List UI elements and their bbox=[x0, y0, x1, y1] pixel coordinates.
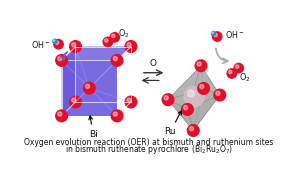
Circle shape bbox=[184, 105, 188, 110]
Circle shape bbox=[162, 93, 175, 106]
Circle shape bbox=[58, 112, 62, 116]
Circle shape bbox=[55, 109, 68, 122]
Circle shape bbox=[86, 84, 90, 88]
Circle shape bbox=[212, 31, 222, 42]
Polygon shape bbox=[168, 66, 204, 100]
Circle shape bbox=[72, 98, 76, 102]
Circle shape bbox=[213, 88, 226, 102]
Circle shape bbox=[226, 68, 237, 79]
Circle shape bbox=[127, 43, 131, 47]
Circle shape bbox=[58, 57, 62, 61]
Circle shape bbox=[55, 41, 59, 44]
Circle shape bbox=[55, 54, 68, 67]
FancyArrowPatch shape bbox=[216, 49, 228, 63]
Polygon shape bbox=[61, 46, 75, 116]
Circle shape bbox=[181, 103, 194, 116]
Text: O: O bbox=[150, 59, 157, 68]
Circle shape bbox=[113, 57, 117, 61]
Circle shape bbox=[110, 109, 124, 122]
Circle shape bbox=[212, 32, 213, 34]
Circle shape bbox=[233, 63, 244, 74]
FancyArrowPatch shape bbox=[60, 52, 67, 60]
Polygon shape bbox=[201, 66, 220, 95]
Circle shape bbox=[105, 39, 108, 42]
Text: O$_2$: O$_2$ bbox=[118, 27, 129, 40]
Circle shape bbox=[112, 34, 115, 38]
Circle shape bbox=[69, 40, 82, 53]
Circle shape bbox=[211, 31, 216, 36]
Circle shape bbox=[52, 39, 57, 44]
Circle shape bbox=[110, 54, 124, 67]
Circle shape bbox=[124, 40, 137, 53]
Text: OH$^-$: OH$^-$ bbox=[31, 39, 51, 50]
Circle shape bbox=[216, 91, 220, 95]
Polygon shape bbox=[168, 66, 201, 109]
Polygon shape bbox=[193, 88, 220, 130]
Polygon shape bbox=[61, 60, 117, 116]
Circle shape bbox=[200, 84, 204, 89]
Circle shape bbox=[214, 33, 218, 37]
Circle shape bbox=[109, 32, 120, 43]
Text: OH$^-$: OH$^-$ bbox=[225, 29, 244, 40]
Circle shape bbox=[53, 40, 55, 41]
Circle shape bbox=[194, 59, 208, 72]
Circle shape bbox=[188, 90, 195, 97]
Polygon shape bbox=[168, 88, 204, 130]
Text: in bismuth ruthenate pyrochlore (Bi$_2$Ru$_2$O$_7$): in bismuth ruthenate pyrochlore (Bi$_2$R… bbox=[65, 143, 233, 156]
Polygon shape bbox=[187, 95, 220, 130]
Text: O$_2$: O$_2$ bbox=[239, 72, 250, 84]
Circle shape bbox=[197, 62, 201, 66]
Circle shape bbox=[69, 95, 82, 108]
Text: Bi: Bi bbox=[89, 116, 97, 139]
Circle shape bbox=[235, 65, 239, 68]
Circle shape bbox=[187, 124, 200, 137]
Circle shape bbox=[124, 95, 137, 108]
Circle shape bbox=[189, 127, 193, 131]
Polygon shape bbox=[187, 66, 220, 109]
Polygon shape bbox=[61, 46, 131, 60]
Circle shape bbox=[102, 36, 113, 47]
Circle shape bbox=[164, 96, 168, 100]
Circle shape bbox=[183, 86, 205, 107]
Circle shape bbox=[53, 39, 64, 50]
Circle shape bbox=[229, 70, 232, 74]
Circle shape bbox=[113, 112, 117, 116]
Text: Ru: Ru bbox=[164, 111, 181, 136]
Circle shape bbox=[127, 98, 131, 102]
Polygon shape bbox=[168, 100, 193, 130]
Circle shape bbox=[72, 43, 76, 47]
Circle shape bbox=[83, 82, 96, 95]
Circle shape bbox=[197, 82, 210, 95]
Text: Oxygen evolution reaction (OER) at bismuth and ruthenium sites: Oxygen evolution reaction (OER) at bismu… bbox=[24, 138, 273, 146]
